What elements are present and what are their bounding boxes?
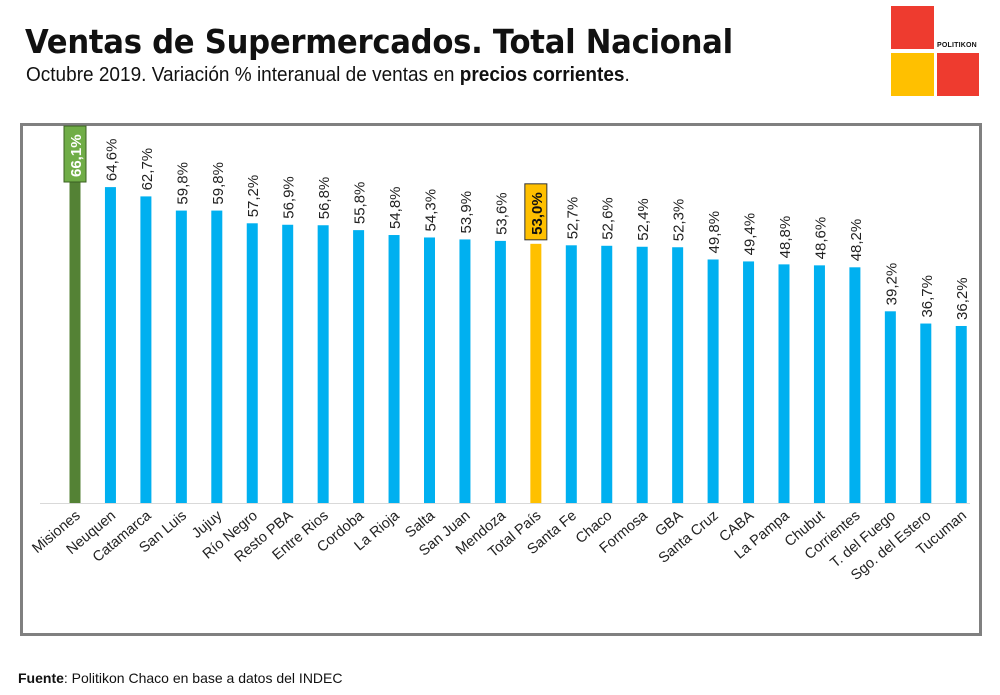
- bar-mendoza: [494, 240, 506, 503]
- logo-square-bottom-right: [937, 53, 979, 96]
- bar-chaco: [601, 245, 613, 503]
- data-label-jujuy: 59,8%: [210, 162, 227, 205]
- data-label-t-del-fuego: 39,2%: [883, 263, 900, 306]
- bar-sgo-del-estero: [920, 323, 932, 503]
- bar-total-pais: [530, 243, 542, 503]
- bar-neuquen: [104, 187, 116, 503]
- bars-group: [69, 179, 967, 504]
- bar-san-luis: [175, 210, 187, 503]
- chart-subtitle: Octubre 2019. Variación % interanual de …: [26, 64, 630, 87]
- data-label-sgo-del-estero: 36,7%: [919, 275, 936, 318]
- data-label-santa-cruz: 49,8%: [706, 211, 723, 254]
- data-label-tucuman: 36,2%: [954, 277, 971, 320]
- data-label-neuquen: 64,6%: [103, 139, 120, 182]
- data-label-box-total-pais: [524, 183, 548, 241]
- bar-resto-pba: [282, 224, 294, 503]
- bar-chubut: [813, 265, 825, 503]
- data-label-total-pais: 53,0%: [529, 192, 546, 235]
- source-note: Fuente: Politikon Chaco en base a datos …: [18, 670, 343, 686]
- subtitle-suffix: .: [624, 64, 630, 86]
- chart-frame: [20, 123, 982, 636]
- bar-santa-fe: [565, 245, 577, 503]
- bar-formosa: [636, 246, 648, 503]
- data-label-resto-pba: 56,9%: [281, 176, 298, 219]
- logo-square-bottom-left: [891, 53, 934, 96]
- bar-misiones: [69, 179, 81, 503]
- data-label-salta: 54,3%: [423, 189, 440, 232]
- data-label-chubut: 48,6%: [812, 217, 829, 260]
- data-labels-group: 66,1% 64,6% 62,7% 59,8% 59,8% 57,2% 56,9% 56,8%…: [63, 125, 971, 320]
- bar-caba: [743, 261, 755, 503]
- data-label-caba: 49,4%: [742, 213, 759, 256]
- data-label-san-juan: 53,9%: [458, 191, 475, 234]
- source-text: : Politikon Chaco en base a datos del IN…: [63, 670, 343, 686]
- bar-jujuy: [211, 210, 223, 503]
- logo-text: POLITIKON: [937, 42, 977, 49]
- data-label-chaco: 52,6%: [600, 197, 617, 240]
- data-label-formosa: 52,4%: [635, 198, 652, 241]
- data-label-gba: 52,3%: [671, 199, 688, 242]
- bar-san-juan: [459, 239, 471, 503]
- data-label-corrientes: 48,2%: [848, 219, 865, 262]
- data-label-entre-rios: 56,8%: [316, 177, 333, 220]
- bar-la-rioja: [388, 235, 400, 503]
- source-label: Fuente: [18, 670, 64, 686]
- bar-la-pampa: [778, 264, 790, 503]
- subtitle-bold-text: precios corrientes: [459, 64, 625, 86]
- chart-title: Ventas de Supermercados. Total Nacional: [25, 22, 733, 61]
- bar-santa-cruz: [707, 259, 719, 503]
- bar-t-del-fuego: [884, 311, 896, 503]
- data-label-cordoba: 55,8%: [352, 182, 369, 225]
- data-label-santa-fe: 52,7%: [564, 197, 581, 240]
- bar-cordoba: [353, 230, 365, 503]
- subtitle-text: Octubre 2019. Variación % interanual de …: [26, 64, 460, 86]
- data-label-la-pampa: 48,8%: [777, 216, 794, 259]
- logo-square-top-left: [891, 6, 934, 49]
- bar-gba: [672, 247, 684, 503]
- data-label-box-misiones: [63, 125, 87, 183]
- bar-tucuman: [955, 325, 967, 503]
- data-label-la-rioja: 54,8%: [387, 186, 404, 229]
- data-label-catamarca: 62,7%: [139, 148, 156, 191]
- bar-corrientes: [849, 267, 861, 503]
- bar-entre-rios: [317, 225, 329, 504]
- bar-rio-negro: [246, 223, 258, 504]
- politikon-logo: POLITIKON: [890, 5, 980, 96]
- bar-catamarca: [140, 196, 152, 503]
- data-label-misiones: 66,1%: [68, 134, 85, 177]
- bar-salta: [424, 237, 435, 503]
- data-label-rio-negro: 57,2%: [245, 175, 262, 218]
- data-label-san-luis: 59,8%: [174, 162, 191, 205]
- data-label-mendoza: 53,6%: [493, 192, 510, 235]
